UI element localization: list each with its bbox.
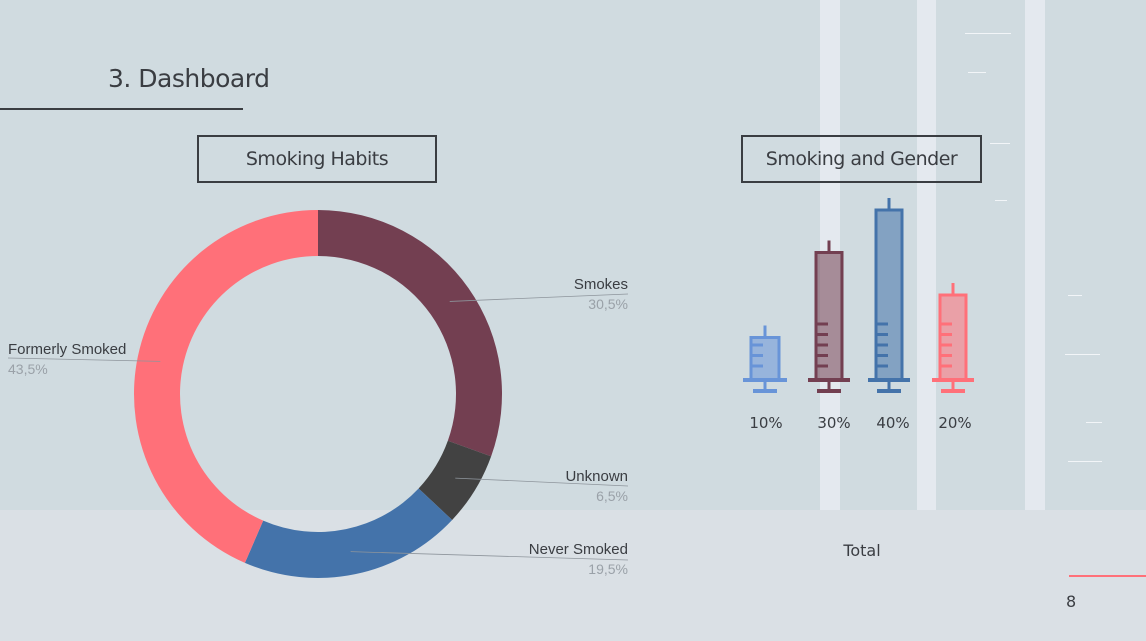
bar-chart-xlabel: Total xyxy=(843,541,881,560)
backdrop-dash xyxy=(1068,461,1102,462)
slice-value-formerly-smoked: 43,5% xyxy=(8,361,48,377)
leader-line xyxy=(350,551,629,561)
donut-slice-smokes xyxy=(318,210,503,457)
syringe-barrel xyxy=(814,251,844,382)
leader-line xyxy=(449,293,629,302)
syringe-bar xyxy=(868,198,910,393)
slice-value-unknown: 6,5% xyxy=(596,488,628,504)
backdrop-dash xyxy=(968,72,986,73)
slice-value-smokes: 30,5% xyxy=(588,296,628,312)
syringe-bar xyxy=(932,283,974,393)
syringe-barrel xyxy=(874,208,904,382)
slice-label-never-smoked: Never Smoked xyxy=(528,541,628,558)
donut-slice-unknown xyxy=(418,440,492,520)
backdrop-stripe xyxy=(917,0,936,510)
backdrop-stripe xyxy=(1025,0,1045,510)
syringe-bar-chart xyxy=(743,198,974,393)
backdrop-dash xyxy=(995,200,1007,201)
accent-line xyxy=(1069,575,1146,577)
syringe-bar xyxy=(808,240,850,393)
backdrop-dash xyxy=(965,33,1011,34)
backdrop-dash xyxy=(1068,295,1082,296)
bar-category-label: 20% xyxy=(938,414,972,432)
page-number: 8 xyxy=(1066,592,1077,611)
leader-line xyxy=(7,357,161,362)
bar-category-label: 10% xyxy=(749,414,783,432)
slice-label-unknown: Unknown xyxy=(565,468,628,485)
syringe-bar xyxy=(743,325,787,393)
title-underline xyxy=(0,108,243,110)
bar-chart-title: Smoking and Gender xyxy=(741,135,982,183)
slice-label-smokes: Smokes xyxy=(573,276,628,293)
floor-band xyxy=(0,510,1146,641)
bar-category-label: 40% xyxy=(876,414,910,432)
donut-chart-title: Smoking Habits xyxy=(197,135,437,183)
backdrop-dash xyxy=(990,143,1010,144)
section-title: 3. Dashboard xyxy=(108,64,270,93)
bar-category-label: 30% xyxy=(817,414,851,432)
donut-leader-lines xyxy=(7,293,629,561)
slice-value-never-smoked: 19,5% xyxy=(588,561,628,577)
backdrop-dash xyxy=(1065,354,1100,355)
donut-chart xyxy=(134,210,503,578)
leader-line xyxy=(455,477,629,487)
donut-slice-never-smoked xyxy=(244,488,453,578)
donut-slice-formerly-smoked xyxy=(134,210,318,563)
slice-label-formerly-smoked: Formerly Smoked xyxy=(8,341,127,358)
backdrop-dash xyxy=(1086,422,1102,423)
